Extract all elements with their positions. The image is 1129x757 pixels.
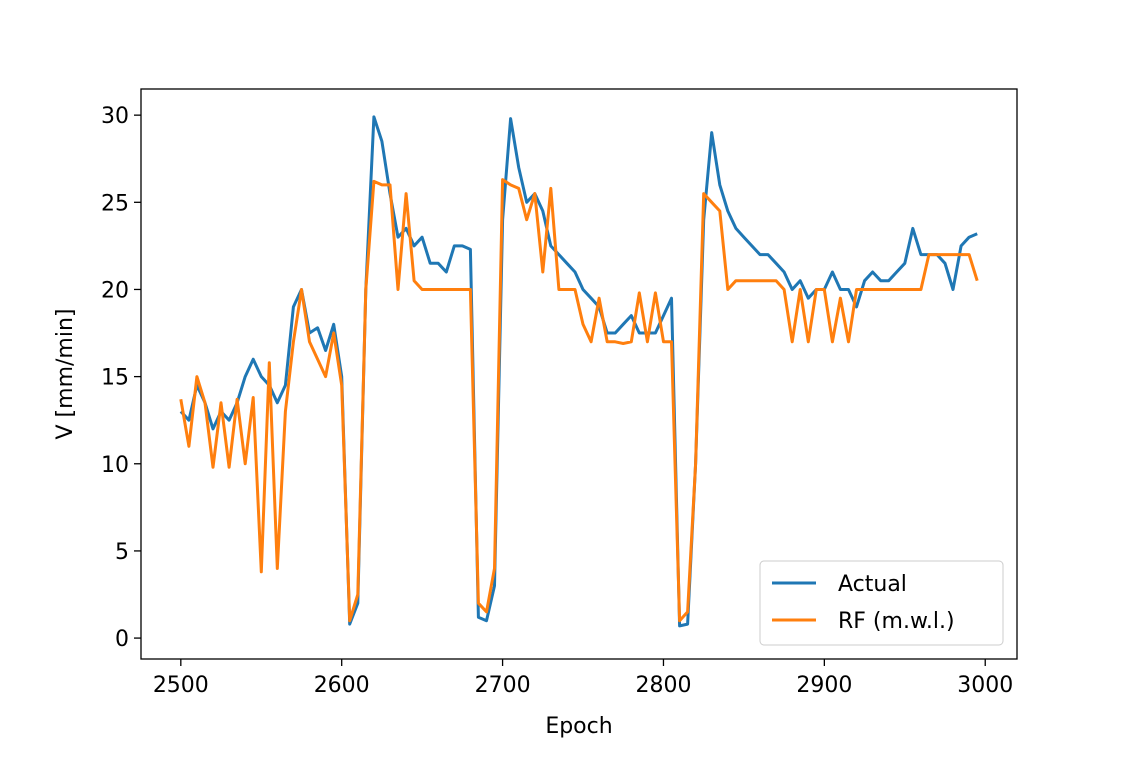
legend-label: Actual	[838, 572, 907, 597]
x-tick-label: 2800	[635, 673, 691, 698]
x-tick-label: 3000	[957, 673, 1013, 698]
legend-box	[759, 560, 1004, 646]
x-tick-label: 2700	[475, 673, 531, 698]
y-tick-label: 25	[101, 191, 129, 216]
line-series	[179, 115, 978, 628]
x-tick-label: 2900	[796, 673, 852, 698]
x-tick-label: 2600	[314, 673, 370, 698]
y-tick-label: 5	[115, 540, 129, 565]
y-tick-label: 30	[101, 104, 129, 129]
y-axis-label: V [mm/min]	[53, 309, 78, 440]
legend-label: RF (m.w.l.)	[838, 609, 955, 634]
y-tick-label: 0	[115, 627, 129, 652]
x-tick-label: 2500	[153, 673, 209, 698]
y-tick-label: 10	[101, 453, 129, 478]
line-series	[179, 178, 979, 623]
y-tick-label: 20	[101, 278, 129, 303]
y-tick-label: 15	[101, 366, 129, 391]
plot-frame	[140, 88, 1018, 660]
x-axis-label: Epoch	[545, 714, 612, 739]
